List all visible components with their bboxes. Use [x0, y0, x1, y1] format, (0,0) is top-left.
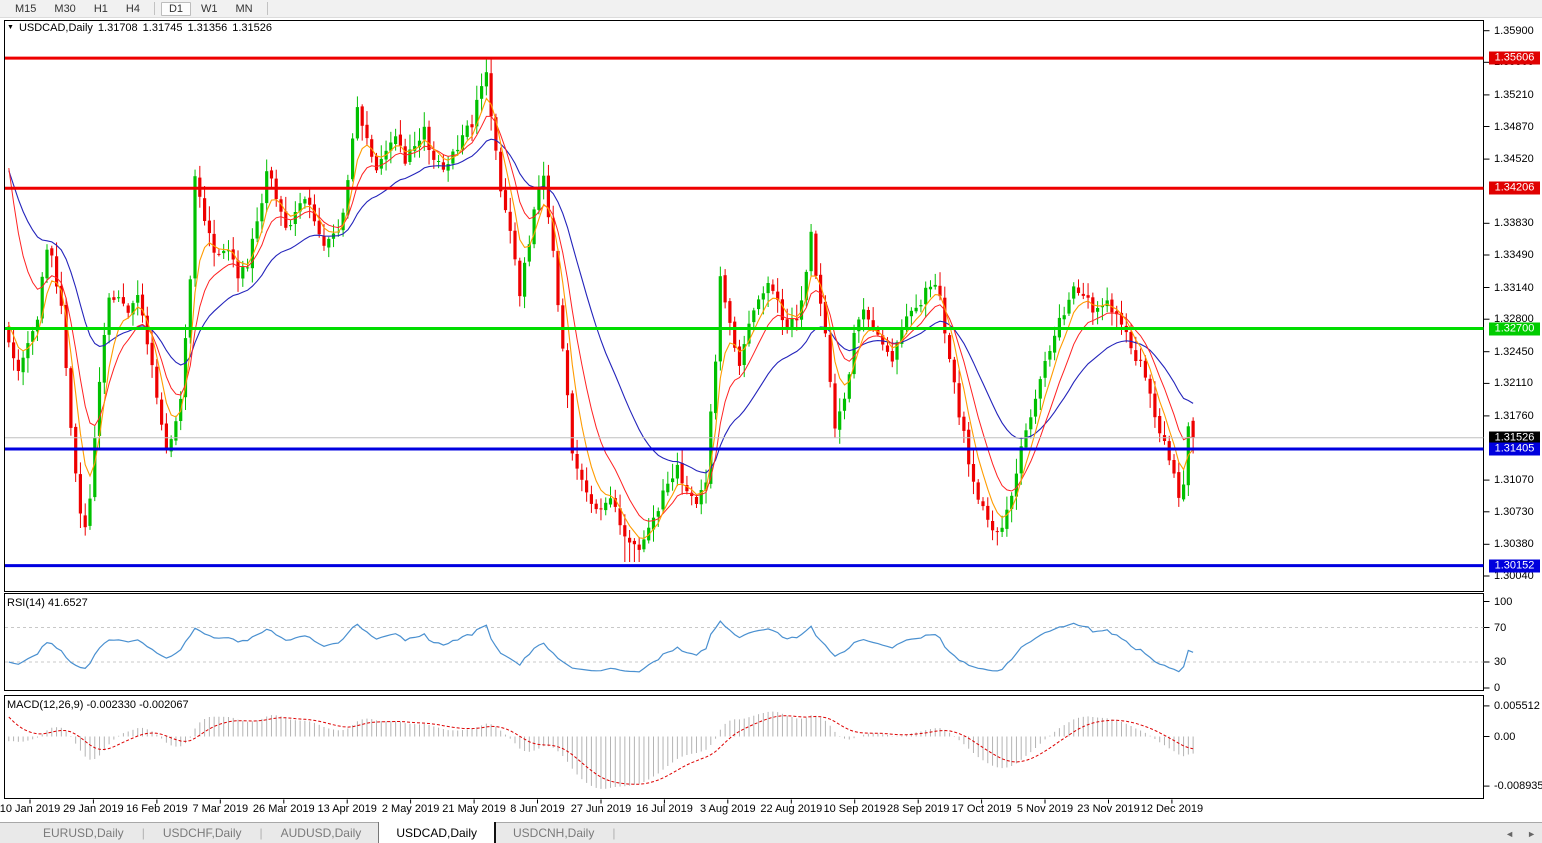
date-axis-label: 12 Dec 2019: [1140, 803, 1204, 815]
chart-tab-USDCNH[interactable]: USDCNH,Daily: [513, 826, 595, 840]
date-axis-label: 17 Oct 2019: [951, 803, 1012, 815]
rsi-axis-label: 0: [1494, 682, 1501, 694]
tab-scroll-controls: ◄ ►: [1505, 829, 1536, 839]
timeframe-button-M30[interactable]: M30: [54, 2, 76, 15]
price-level-badge: 1.32700: [1489, 322, 1540, 335]
timeframe-button-MN[interactable]: MN: [235, 2, 253, 15]
date-axis-label: 16 Feb 2019: [126, 803, 188, 815]
date-axis-label: 27 Jun 2019: [570, 803, 632, 815]
date-axis-label: 29 Jan 2019: [63, 803, 124, 815]
price-level-badge: 1.31526: [1489, 431, 1540, 445]
rsi-name: RSI(14): [7, 597, 45, 609]
price-axis-label: 1.35210: [1494, 88, 1534, 101]
price-level-badge: 1.35606: [1489, 51, 1540, 65]
date-axis-label: 16 Jul 2019: [635, 803, 693, 815]
tab-scroll-left-icon[interactable]: ◄: [1505, 829, 1515, 839]
rsi-axis-label: 70: [1494, 621, 1507, 634]
price-axis-label: 1.34520: [1494, 153, 1534, 166]
price-axis-label: 1.33830: [1494, 217, 1534, 230]
price-axis-label: 1.30730: [1494, 505, 1534, 518]
ma-mid-line: [8, 115, 1194, 522]
chart-tab-USDCHF[interactable]: USDCHF,Daily: [162, 826, 242, 840]
date-axis-label: 10 Sep 2019: [823, 803, 886, 815]
rsi-panel[interactable]: [4, 593, 1484, 691]
price-axis-label: 1.30040: [1494, 570, 1534, 582]
ma-fast-line: [8, 97, 1194, 539]
rsi-axis-label: 30: [1494, 656, 1507, 668]
tab-scroll-right-icon[interactable]: ►: [1527, 829, 1536, 839]
price-axis-label: 1.34870: [1494, 120, 1534, 133]
date-axis-label: 8 Jun 2019: [510, 803, 565, 815]
chart-menu-caret[interactable]: ▼: [7, 24, 14, 31]
tab-separator: |: [259, 826, 263, 840]
date-axis-label: 22 Aug 2019: [760, 803, 823, 815]
macd-values: -0.002330 -0.002067: [86, 699, 189, 711]
price-axis-label: 1.31070: [1494, 474, 1534, 487]
price-axis-label: 1.35900: [1494, 24, 1534, 37]
axis-ticks: [29, 30, 1490, 804]
macd-axis-label: -0.008935: [1494, 780, 1542, 793]
price-level-badge: 1.31405: [1489, 442, 1540, 456]
symbol-tab-bar: EURUSD,Daily | USDCHF,Daily | AUDUSD,Daily US…: [0, 822, 1542, 843]
macd-signal-line: [8, 715, 1194, 785]
date-axis-label: 26 Mar 2019: [252, 803, 315, 815]
date-axis-label: 3 Aug 2019: [699, 803, 756, 815]
ohlc-high: 1.31745: [142, 22, 183, 34]
timeframe-button-W1[interactable]: W1: [201, 2, 218, 15]
chart-symbol-label: USDCAD,Daily: [18, 22, 93, 34]
price-axis-label: 1.33490: [1494, 249, 1534, 261]
macd-indicator-label: MACD(12,26,9) -0.002330 -0.002067: [7, 699, 189, 711]
timeframe-button-H4[interactable]: H4: [125, 2, 140, 15]
toolbar-separator: [153, 2, 155, 15]
tab-separator: |: [141, 826, 145, 840]
date-axis-label: 7 Mar 2019: [192, 803, 249, 815]
date-axis-label: 10 Jan 2019: [0, 803, 61, 815]
date-axis-label: 13 Apr 2019: [317, 803, 377, 815]
rsi-line: [8, 620, 1194, 673]
ma-slow-line: [8, 138, 1194, 474]
chart-title: ▼ USDCAD,Daily 1.31708 1.31745 1.31356 1.3152…: [7, 22, 272, 34]
macd-panel[interactable]: [4, 695, 1484, 799]
ohlc-close: 1.31526: [232, 22, 272, 34]
price-axis-label: 1.32110: [1494, 377, 1533, 390]
date-axis-label: 5 Nov 2019: [1016, 803, 1074, 815]
chart-tab-EURUSD[interactable]: EURUSD,Daily: [43, 826, 124, 840]
date-axis-label: 23 Nov 2019: [1077, 803, 1140, 815]
ohlc-open: 1.31708: [97, 22, 138, 34]
price-axis-label: 1.32450: [1494, 345, 1534, 358]
macd-axis-label: 0.00: [1494, 730, 1516, 743]
date-axis-label: 28 Sep 2019: [886, 803, 950, 815]
toolbar-separator: [266, 2, 268, 15]
price-axis-label: 1.30380: [1494, 538, 1534, 551]
ohlc-low: 1.31356: [187, 22, 228, 34]
price-axis-label: 1.31760: [1494, 409, 1534, 422]
price-axis-label: 1.33140: [1494, 281, 1534, 294]
timeframe-button-H1[interactable]: H1: [93, 2, 108, 15]
tab-separator: |: [612, 826, 616, 840]
timeframe-button-M15[interactable]: M15: [15, 2, 37, 15]
macd-name: MACD(12,26,9): [7, 699, 84, 711]
chart-tab-USDCAD[interactable]: USDCAD,Daily: [378, 822, 496, 843]
chart-tab-AUDUSD[interactable]: AUDUSD,Daily: [280, 826, 362, 840]
rsi-value: 41.6527: [47, 597, 88, 609]
macd-axis-label: 0.005512: [1494, 699, 1540, 712]
timeframe-button-D1[interactable]: D1: [160, 1, 191, 16]
price-level-badge: 1.30152: [1489, 559, 1540, 573]
main-chart-panel[interactable]: [4, 20, 1484, 592]
date-axis-label: 21 May 2019: [442, 803, 506, 815]
rsi-indicator-label: RSI(14) 41.6527: [7, 597, 88, 609]
date-axis-label: 2 May 2019: [381, 803, 440, 815]
timeframe-toolbar: M15 M30 H1 H4 D1 W1 MN: [0, 0, 1542, 18]
price-level-badge: 1.34206: [1489, 181, 1540, 195]
rsi-axis-label: 100: [1494, 595, 1513, 608]
